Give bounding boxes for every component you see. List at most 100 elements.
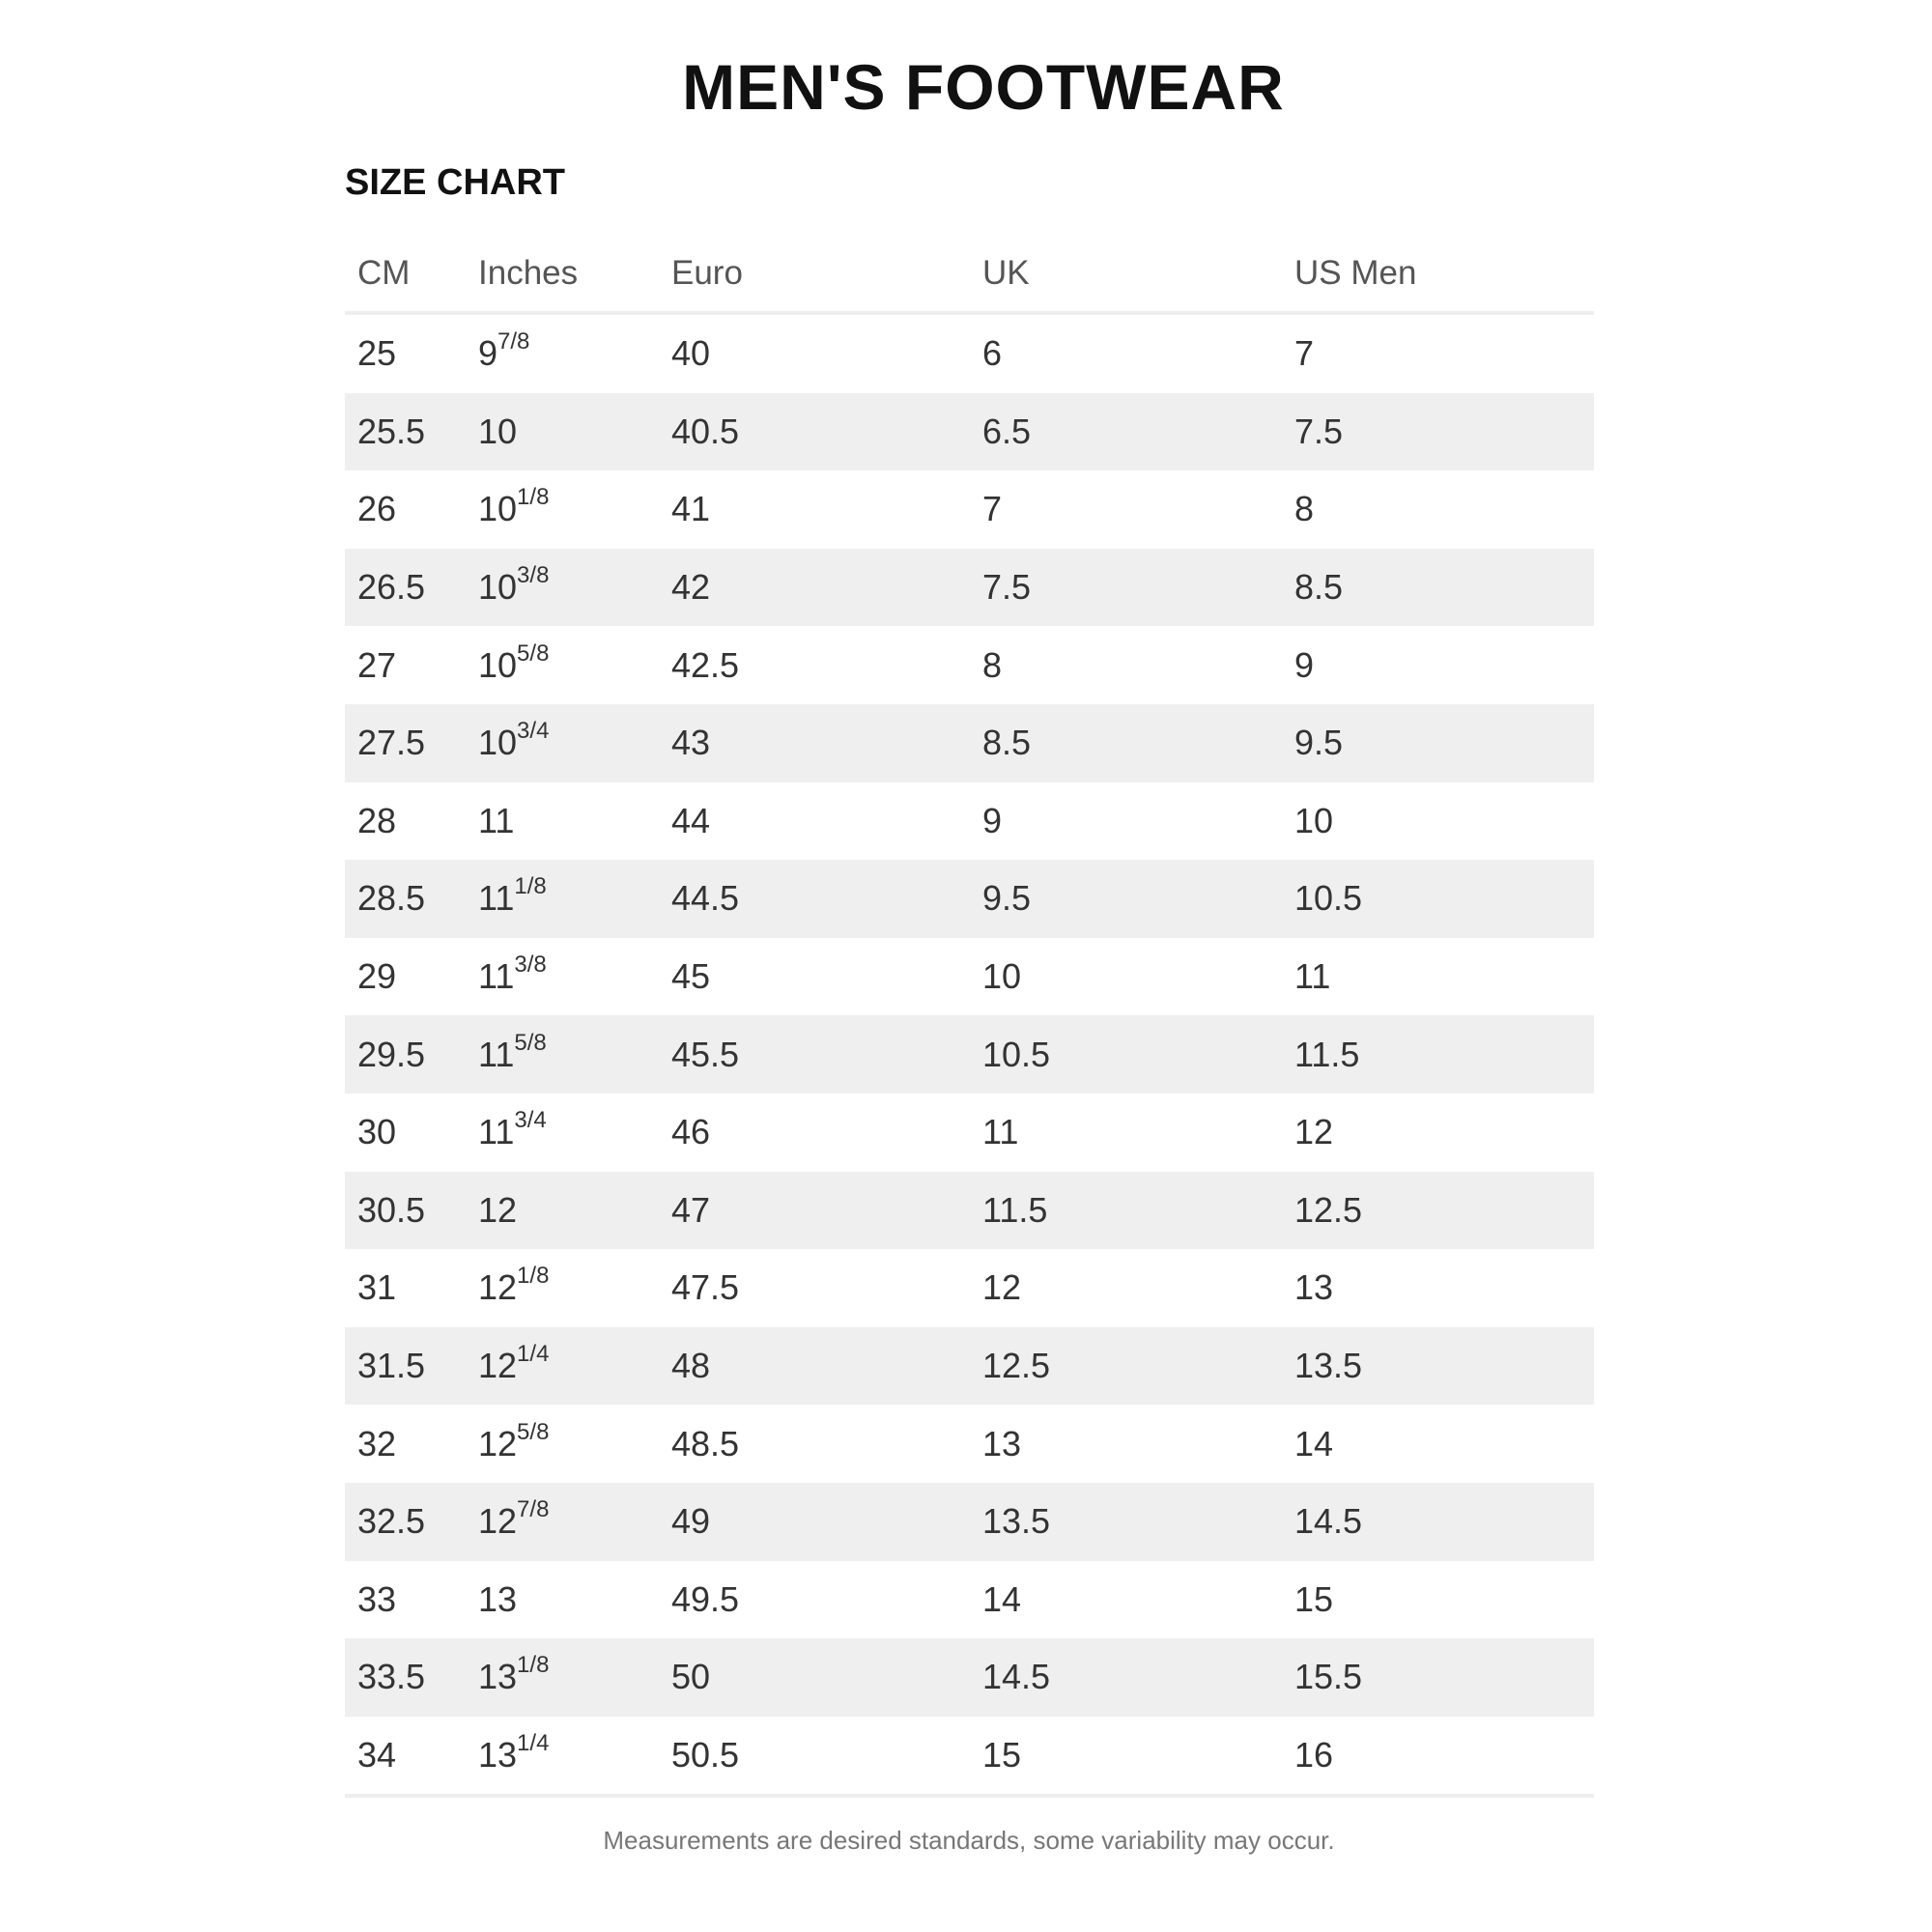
- cell-us-men: 12: [1294, 1112, 1334, 1152]
- cell-inches: 113/8: [478, 953, 547, 997]
- inches-whole: 10: [478, 411, 518, 451]
- inches-fraction: 7/8: [497, 328, 530, 355]
- cell-euro: 49: [671, 1501, 711, 1542]
- page-title: MEN'S FOOTWEAR: [682, 51, 1285, 123]
- cell-euro: 40: [671, 333, 711, 374]
- table-row: 25.5 10 40.5 6.5 7.5: [345, 392, 1594, 471]
- cell-inches: 97/8: [478, 330, 529, 374]
- cell-cm: 32: [357, 1423, 397, 1463]
- cell-euro: 47: [671, 1189, 711, 1230]
- inches-whole: 11: [478, 800, 515, 840]
- inches-whole: 10: [478, 644, 518, 685]
- table-row: 31.5 121/4 48 12.5 13.5: [345, 1326, 1594, 1406]
- inches-fraction: 5/8: [514, 1029, 547, 1056]
- cell-inches: 113/4: [478, 1109, 547, 1152]
- cell-euro: 45: [671, 956, 711, 997]
- cell-euro: 47.5: [671, 1267, 740, 1308]
- header-cm: CM: [357, 253, 411, 292]
- cell-us-men: 13.5: [1294, 1346, 1363, 1386]
- cell-inches: 127/8: [478, 1498, 549, 1542]
- table-row: 31 121/8 47.5 12 13: [345, 1249, 1594, 1327]
- cell-cm: 33: [357, 1578, 397, 1619]
- cell-euro: 44: [671, 800, 711, 840]
- cell-euro: 48.5: [671, 1423, 740, 1463]
- cell-us-men: 11: [1294, 956, 1331, 997]
- cell-cm: 27: [357, 644, 397, 685]
- table-row: 28 11 44 9 10: [345, 782, 1594, 861]
- cell-inches: 103/8: [478, 564, 549, 608]
- header-uk: UK: [982, 253, 1030, 292]
- cell-inches: 13: [478, 1579, 517, 1620]
- inches-fraction: 3/4: [514, 1107, 547, 1134]
- cell-us-men: 8.5: [1294, 567, 1344, 608]
- cell-uk: 6.5: [982, 411, 1032, 451]
- cell-euro: 42.5: [671, 644, 740, 685]
- cell-us-men: 13: [1294, 1267, 1334, 1308]
- cell-us-men: 12.5: [1294, 1189, 1363, 1230]
- cell-uk: 8.5: [982, 723, 1032, 763]
- table-row: 30 113/4 46 11 12: [345, 1094, 1594, 1172]
- cell-inches: 103/4: [478, 720, 549, 763]
- cell-inches: 11: [478, 801, 514, 841]
- cell-uk: 12: [982, 1267, 1022, 1308]
- inches-whole: 11: [478, 1112, 515, 1152]
- cell-uk: 15: [982, 1734, 1022, 1775]
- cell-inches: 10: [478, 412, 517, 452]
- cell-inches: 105/8: [478, 641, 549, 686]
- inches-fraction: 5/8: [517, 1418, 550, 1445]
- cell-cm: 30: [357, 1112, 397, 1152]
- header-euro: Euro: [671, 253, 743, 292]
- cell-uk: 13.5: [982, 1501, 1051, 1542]
- size-chart-heading: SIZE CHART: [345, 162, 565, 203]
- inches-whole: 13: [478, 1657, 518, 1697]
- table-row: 27.5 103/4 43 8.5 9.5: [345, 703, 1594, 782]
- inches-whole: 13: [478, 1578, 518, 1619]
- table-row: 26 101/8 41 7 8: [345, 470, 1594, 549]
- header-inches: Inches: [478, 253, 579, 292]
- inches-fraction: 5/8: [517, 639, 550, 667]
- cell-euro: 48: [671, 1346, 711, 1386]
- table-header: CM Inches Euro UK US Men: [345, 235, 1594, 315]
- inches-whole: 12: [478, 1189, 518, 1230]
- cell-uk: 9.5: [982, 878, 1032, 919]
- cell-inches: 131/8: [478, 1654, 549, 1697]
- cell-uk: 14.5: [982, 1657, 1051, 1697]
- cell-inches: 115/8: [478, 1031, 547, 1075]
- table-row: 33.5 131/8 50 14.5 15.5: [345, 1638, 1594, 1717]
- table-row: 27 105/8 42.5 8 9: [345, 626, 1594, 704]
- cell-inches: 12: [478, 1190, 517, 1231]
- table-row: 29 113/8 45 10 11: [345, 938, 1594, 1016]
- cell-euro: 50: [671, 1657, 711, 1697]
- cell-cm: 29: [357, 956, 397, 997]
- cell-inches: 121/4: [478, 1343, 549, 1386]
- cell-us-men: 8: [1294, 489, 1315, 529]
- size-chart-table: CM Inches Euro UK US Men 25 97/8 40 6 7 25.5 1…: [345, 235, 1594, 1799]
- cell-us-men: 15: [1294, 1578, 1334, 1619]
- inches-fraction: 1/8: [514, 873, 547, 900]
- inches-whole: 13: [478, 1734, 518, 1775]
- cell-cm: 26.5: [357, 567, 426, 608]
- cell-euro: 42: [671, 567, 711, 608]
- table-row: 32 125/8 48.5 13 14: [345, 1405, 1594, 1483]
- cell-euro: 50.5: [671, 1734, 740, 1775]
- inches-whole: 9: [478, 333, 498, 374]
- cell-us-men: 7: [1294, 333, 1315, 374]
- table-row: 26.5 103/8 42 7.5 8.5: [345, 548, 1594, 627]
- inches-fraction: 1/4: [517, 1729, 550, 1756]
- inches-fraction: 1/8: [517, 1652, 550, 1679]
- cell-uk: 10.5: [982, 1034, 1051, 1074]
- cell-us-men: 7.5: [1294, 411, 1344, 451]
- table-body: 25 97/8 40 6 7 25.5 10 40.5 6.5 7.5 26 101/8 41 7 8 26.…: [345, 315, 1594, 1799]
- cell-cm: 28: [357, 800, 397, 840]
- inches-fraction: 1/4: [517, 1341, 550, 1368]
- cell-cm: 29.5: [357, 1034, 426, 1074]
- cell-cm: 27.5: [357, 723, 426, 763]
- cell-cm: 28.5: [357, 878, 426, 919]
- cell-euro: 49.5: [671, 1578, 740, 1619]
- cell-us-men: 9.5: [1294, 723, 1344, 763]
- cell-uk: 10: [982, 956, 1022, 997]
- cell-us-men: 14.5: [1294, 1501, 1363, 1542]
- inches-whole: 11: [478, 1034, 515, 1074]
- cell-uk: 6: [982, 333, 1003, 374]
- inches-whole: 11: [478, 956, 515, 997]
